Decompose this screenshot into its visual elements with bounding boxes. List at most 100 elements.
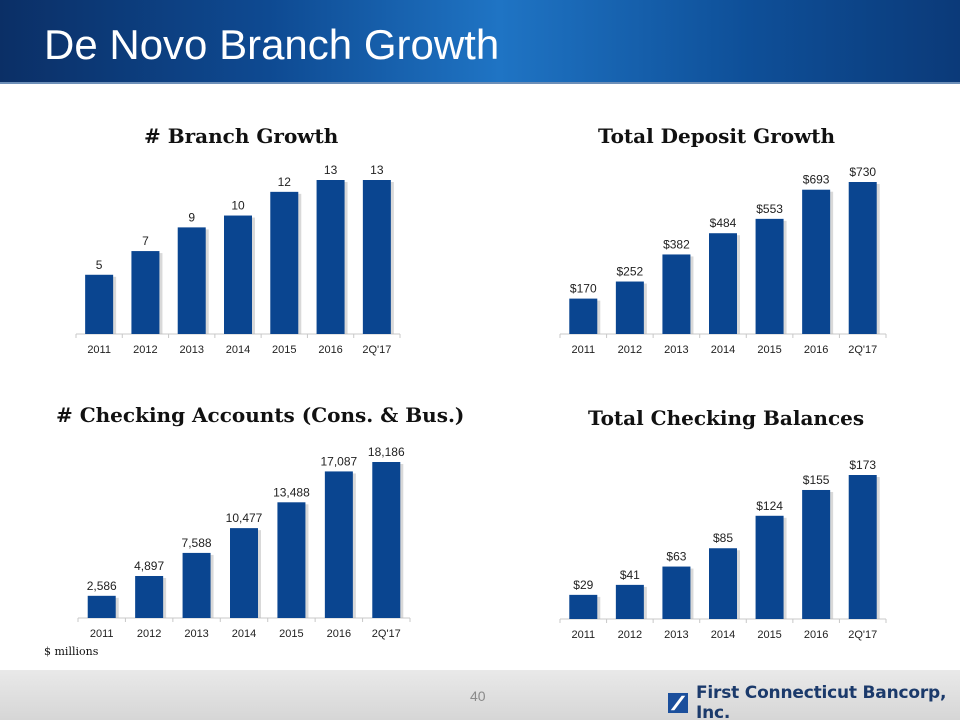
bar-2Q'17 (372, 462, 401, 618)
chart-deposit-growth: $170 2011 $252 2012 $382 2013 $484 2014 $553 2015… (559, 165, 887, 356)
tick-label: 2013 (184, 628, 208, 640)
bar-2015 (270, 191, 299, 334)
bar-2012 (615, 584, 644, 619)
bar-2011 (85, 274, 114, 334)
data-label: 18,186 (368, 445, 405, 459)
tick-label: 2013 (664, 629, 688, 641)
chart-branch-growth: 5 2011 7 2012 9 2013 10 2014 12 2015 13 2016 13 2Q'17 (75, 163, 401, 356)
data-label: $553 (756, 202, 783, 216)
bar-2014 (709, 548, 737, 619)
bar-2014 (224, 215, 252, 334)
tick-label: 2Q'17 (372, 628, 401, 640)
data-label: $730 (849, 165, 876, 179)
data-label: 12 (278, 175, 292, 189)
bar-2014 (709, 233, 737, 334)
bar-2011 (87, 595, 116, 618)
bar-2013 (182, 552, 211, 618)
slide-footer: 40 First Connecticut Bancorp, Inc. (0, 670, 960, 723)
bar-2016 (802, 189, 831, 334)
bar-2Q'17 (362, 180, 391, 334)
chart-checking-accounts: 2,586 2011 4,897 2012 7,588 2013 10,477 2014 13,… (77, 445, 411, 640)
chart-title-branch-growth: # Branch Growth (144, 124, 339, 148)
tick-label: 2016 (327, 628, 351, 640)
tick-label: 2015 (757, 629, 781, 641)
bar-2Q'17 (848, 475, 877, 619)
bar-2012 (131, 251, 160, 334)
bar-2016 (316, 180, 345, 334)
data-label: $252 (617, 265, 644, 279)
tick-label: 2012 (618, 344, 642, 356)
data-label: 13,488 (273, 485, 310, 499)
data-label: 13 (324, 163, 338, 177)
bar-2011 (569, 594, 598, 619)
bar-2Q'17 (848, 182, 877, 334)
bar-2012 (615, 281, 644, 334)
data-label: $155 (803, 473, 830, 487)
data-label: $29 (573, 578, 593, 592)
chart-checking-balances: $29 2011 $41 2012 $63 2013 $85 2014 $124 2015 $155… (559, 458, 887, 641)
data-label: $170 (570, 282, 597, 296)
bar-2015 (755, 218, 784, 334)
bar-2015 (755, 515, 784, 619)
tick-label: 2015 (279, 628, 303, 640)
chart-title-deposit-growth: Total Deposit Growth (598, 124, 836, 148)
bar-2013 (662, 566, 691, 619)
company-name: First Connecticut Bancorp, Inc. (696, 683, 947, 723)
data-label: 7,588 (182, 536, 212, 550)
tick-label: 2014 (232, 628, 256, 640)
tick-label: 2013 (179, 344, 203, 356)
tick-label: 2013 (664, 344, 688, 356)
tick-label: 2016 (318, 344, 342, 356)
data-label: 10 (231, 199, 245, 213)
bar-2014 (230, 528, 258, 618)
data-label: 5 (96, 258, 103, 272)
bar-2011 (569, 298, 598, 334)
tick-label: 2Q'17 (362, 344, 391, 356)
tick-label: 2011 (571, 344, 595, 356)
tick-label: 2015 (272, 344, 296, 356)
chart-title-checking-balances: Total Checking Balances (588, 406, 865, 430)
bar-2016 (802, 489, 831, 619)
chart-title-checking-accounts: # Checking Accounts (Cons. & Bus.) (56, 403, 465, 427)
bar-2013 (662, 254, 691, 334)
data-label: $173 (849, 458, 876, 472)
slide-title: De Novo Branch Growth (44, 21, 500, 68)
tick-label: 2016 (804, 629, 828, 641)
bar-2012 (135, 575, 164, 618)
data-label: $63 (666, 550, 686, 564)
data-label: 7 (142, 234, 149, 248)
data-label: $85 (713, 531, 733, 545)
bar-2013 (177, 227, 206, 334)
slide-header: De Novo Branch Growth (0, 0, 960, 84)
data-label: 10,477 (226, 511, 263, 525)
data-label: $382 (663, 237, 690, 251)
data-label: 2,586 (87, 579, 117, 593)
data-label: 13 (370, 163, 384, 177)
company-logo: First Connecticut Bancorp, Inc. (668, 683, 960, 723)
data-label: 17,087 (321, 454, 358, 468)
tick-label: 2012 (618, 629, 642, 641)
data-label: $41 (620, 568, 640, 582)
tick-label: 2015 (757, 344, 781, 356)
tick-label: 2011 (90, 628, 114, 640)
data-label: $484 (710, 216, 737, 230)
bar-2016 (324, 471, 353, 618)
data-label: 9 (188, 210, 195, 224)
data-label: $693 (803, 173, 830, 187)
data-label: $124 (756, 499, 783, 513)
tick-label: 2011 (87, 344, 111, 356)
data-label: 4,897 (134, 559, 164, 573)
footnote: $ millions (44, 645, 99, 658)
tick-label: 2Q'17 (848, 344, 877, 356)
tick-label: 2Q'17 (848, 629, 877, 641)
tick-label: 2016 (804, 344, 828, 356)
tick-label: 2014 (711, 344, 735, 356)
tick-label: 2014 (711, 629, 735, 641)
tick-label: 2012 (133, 344, 157, 356)
tick-label: 2012 (137, 628, 161, 640)
tick-label: 2014 (226, 344, 250, 356)
tick-label: 2011 (571, 629, 595, 641)
page-number: 40 (470, 688, 486, 704)
logo-mark-icon (668, 692, 689, 714)
bar-2015 (277, 502, 306, 618)
